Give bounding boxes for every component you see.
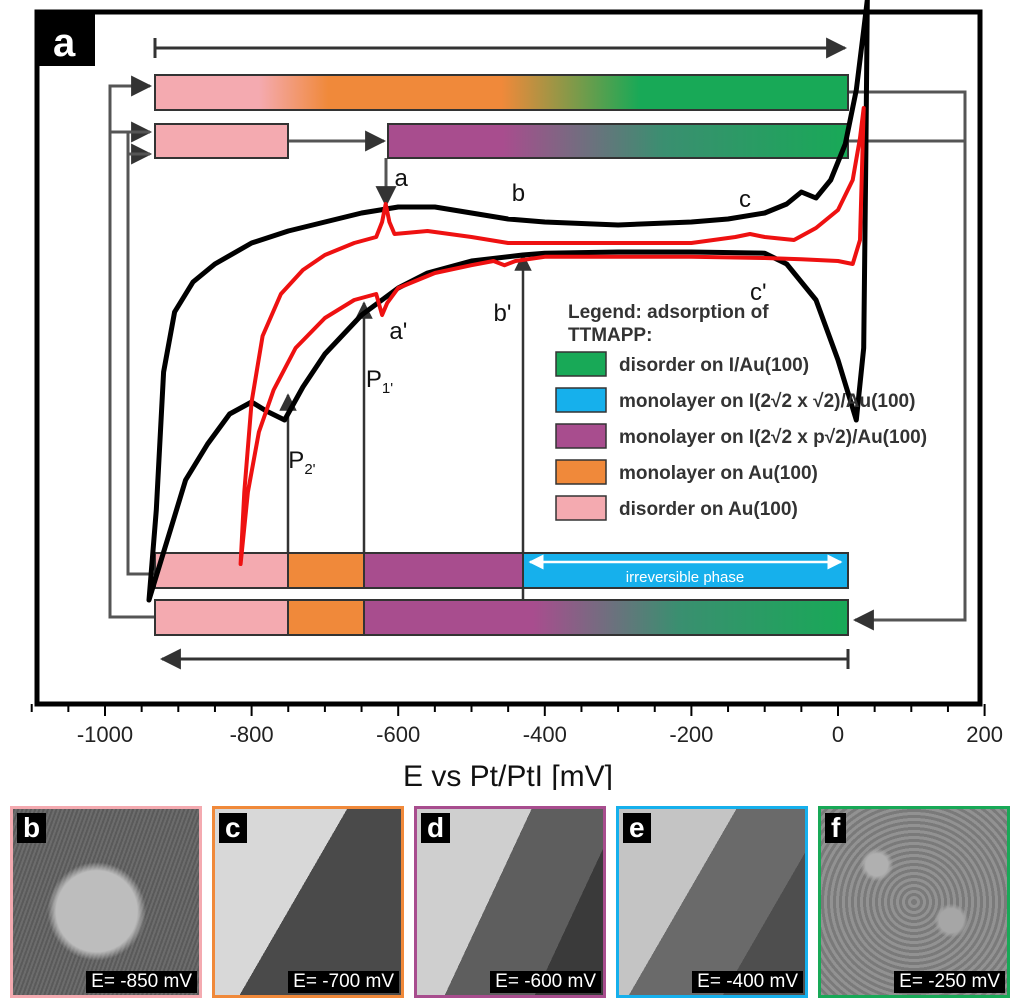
x-tick-label: -800 xyxy=(230,722,274,747)
peak-marker-lines xyxy=(279,253,532,600)
legend-label: disorder on I/Au(100) xyxy=(619,355,809,376)
cv-figure: a irreversible phase xyxy=(30,0,1003,790)
legend-label: disorder on Au(100) xyxy=(619,499,798,520)
peak-label: b xyxy=(512,180,525,207)
legend-swatch xyxy=(555,387,607,413)
stm-image-letter: b xyxy=(17,813,47,843)
x-axis-title: E vs Pt/PtI [mV] xyxy=(403,760,613,790)
x-tick-label: -400 xyxy=(523,722,567,747)
phase-bar-cathodic-lower-gradient xyxy=(363,599,849,636)
x-tick-label: -600 xyxy=(376,722,420,747)
cv-curve-black xyxy=(146,0,870,603)
peak-label: c xyxy=(739,186,751,213)
panel-label-a: a xyxy=(53,21,76,65)
stm-image-letter: f xyxy=(825,813,847,843)
phase-bar-cathodic-upper-orange xyxy=(287,552,365,589)
stm-image-potential: E= -600 mV xyxy=(490,971,601,993)
x-axis: -1000 -800 -600 -400 -200 0 200 xyxy=(30,704,1003,747)
legend: Legend: adsorption of TTMAPP: disorder o… xyxy=(555,302,927,521)
panel-label-a-badge xyxy=(37,12,95,66)
legend-swatch xyxy=(555,495,607,521)
legend-label: monolayer on Au(100) xyxy=(619,463,818,484)
stm-image-letter: d xyxy=(421,813,451,843)
x-tick-label: 200 xyxy=(966,722,1003,747)
cv-curves xyxy=(146,0,870,603)
legend-title-line1: Legend: adsorption of xyxy=(568,302,769,323)
legend-swatch xyxy=(555,459,607,485)
x-tick-label: 0 xyxy=(832,722,844,747)
peak-label: a xyxy=(395,165,409,192)
stm-image-d: d E= -600 mV xyxy=(414,806,606,998)
phase-bar-cathodic-upper-pink xyxy=(154,552,289,589)
phase-bars: irreversible phase xyxy=(154,74,849,636)
legend-swatch xyxy=(555,423,607,449)
stm-image-b: b E= -850 mV xyxy=(10,806,202,998)
stm-image-potential: E= -700 mV xyxy=(288,971,399,993)
stm-image-potential: E= -850 mV xyxy=(86,971,197,993)
phase-bar-anodic-pink xyxy=(154,123,289,159)
legend-swatch xyxy=(555,351,607,377)
stm-image-potential: E= -400 mV xyxy=(692,971,803,993)
legend-label: monolayer on I(2√2 x p√2)/Au(100) xyxy=(619,427,927,448)
cv-curve-red xyxy=(238,106,866,566)
phase-bar-anodic-top xyxy=(154,74,849,111)
peak-label: b' xyxy=(494,300,512,327)
stm-image-letter: c xyxy=(219,813,247,843)
phase-bar-cathodic-lower-pink xyxy=(154,599,289,636)
x-tick-label: -1000 xyxy=(77,722,133,747)
phase-bar-cathodic-lower-orange xyxy=(287,599,365,636)
stm-image-potential: E= -250 mV xyxy=(894,971,1005,993)
stm-image-texture xyxy=(821,809,1007,995)
x-tick-label: -200 xyxy=(669,722,713,747)
stm-image-e: e E= -400 mV xyxy=(616,806,808,998)
peak-label: c' xyxy=(750,279,767,306)
phase-bar-cathodic-upper-purple xyxy=(363,552,524,589)
stm-image-c: c E= -700 mV xyxy=(212,806,404,998)
peak-label: a' xyxy=(389,318,407,345)
phase-bar-anodic-purple-green xyxy=(387,123,849,159)
stm-image-f: f E= -250 mV xyxy=(818,806,1010,998)
legend-title-line2: TTMAPP: xyxy=(568,325,652,346)
stm-image-letter: e xyxy=(623,813,651,843)
irreversible-phase-label: irreversible phase xyxy=(626,569,744,586)
legend-label: monolayer on I(2√2 x √2)/Au(100) xyxy=(619,391,915,412)
